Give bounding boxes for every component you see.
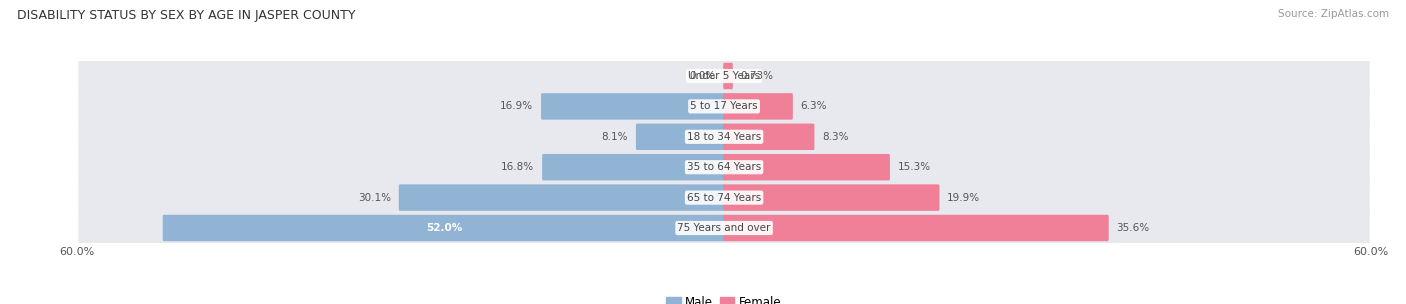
- Text: DISABILITY STATUS BY SEX BY AGE IN JASPER COUNTY: DISABILITY STATUS BY SEX BY AGE IN JASPE…: [17, 9, 356, 22]
- FancyBboxPatch shape: [79, 209, 1369, 247]
- Text: 6.3%: 6.3%: [800, 102, 827, 111]
- FancyBboxPatch shape: [541, 93, 725, 120]
- FancyBboxPatch shape: [163, 215, 725, 241]
- Text: 0.73%: 0.73%: [741, 71, 773, 81]
- Legend: Male, Female: Male, Female: [662, 292, 786, 304]
- FancyBboxPatch shape: [543, 154, 725, 181]
- Text: 16.8%: 16.8%: [502, 162, 534, 172]
- FancyBboxPatch shape: [79, 57, 1369, 95]
- Text: Under 5 Years: Under 5 Years: [688, 71, 761, 81]
- FancyBboxPatch shape: [723, 215, 1109, 241]
- FancyBboxPatch shape: [723, 184, 939, 211]
- FancyBboxPatch shape: [723, 63, 733, 89]
- Text: 65 to 74 Years: 65 to 74 Years: [688, 193, 761, 202]
- Text: 0.0%: 0.0%: [689, 71, 716, 81]
- Text: 16.9%: 16.9%: [501, 102, 533, 111]
- Text: 52.0%: 52.0%: [426, 223, 463, 233]
- Text: 35 to 64 Years: 35 to 64 Years: [688, 162, 761, 172]
- FancyBboxPatch shape: [723, 154, 890, 181]
- Text: Source: ZipAtlas.com: Source: ZipAtlas.com: [1278, 9, 1389, 19]
- Text: 8.3%: 8.3%: [823, 132, 849, 142]
- Text: 18 to 34 Years: 18 to 34 Years: [688, 132, 761, 142]
- FancyBboxPatch shape: [79, 118, 1369, 156]
- FancyBboxPatch shape: [79, 148, 1369, 186]
- FancyBboxPatch shape: [723, 123, 814, 150]
- FancyBboxPatch shape: [79, 88, 1369, 125]
- FancyBboxPatch shape: [399, 184, 725, 211]
- FancyBboxPatch shape: [79, 179, 1369, 216]
- FancyBboxPatch shape: [636, 123, 725, 150]
- Text: 19.9%: 19.9%: [948, 193, 980, 202]
- Text: 35.6%: 35.6%: [1116, 223, 1150, 233]
- Text: 75 Years and over: 75 Years and over: [678, 223, 770, 233]
- FancyBboxPatch shape: [723, 93, 793, 120]
- Text: 30.1%: 30.1%: [359, 193, 391, 202]
- Text: 5 to 17 Years: 5 to 17 Years: [690, 102, 758, 111]
- Text: 8.1%: 8.1%: [602, 132, 628, 142]
- Text: 15.3%: 15.3%: [897, 162, 931, 172]
